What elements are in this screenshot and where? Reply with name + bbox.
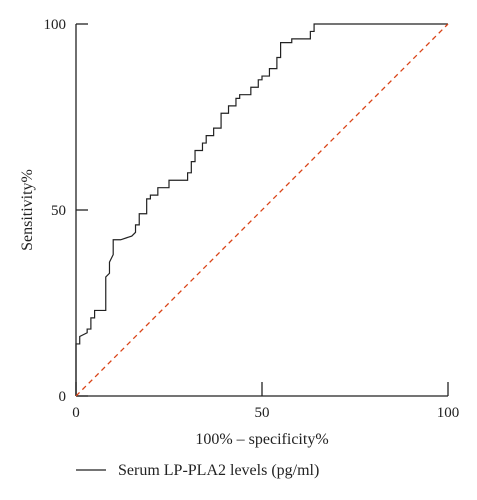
reference-diagonal-line (75, 23, 449, 397)
x-axis-title: 100% – specificity% (195, 431, 328, 448)
series-layer (75, 23, 449, 397)
axis-tick-labels: 0 50 100 0 50 100 (44, 17, 460, 421)
y-tick-label: 50 (51, 203, 66, 219)
x-tick-label: 100 (437, 405, 460, 421)
legend-label: Serum LP-PLA2 levels (pg/ml) (118, 462, 319, 479)
legend: Serum LP-PLA2 levels (pg/ml) (76, 462, 319, 479)
x-tick-label: 0 (72, 405, 80, 421)
y-tick-label: 0 (59, 389, 67, 405)
y-axis-title: Sensitivity% (19, 169, 36, 251)
roc-curve-line (75, 23, 448, 396)
x-tick-label: 50 (255, 405, 270, 421)
y-tick-label: 100 (44, 17, 67, 33)
